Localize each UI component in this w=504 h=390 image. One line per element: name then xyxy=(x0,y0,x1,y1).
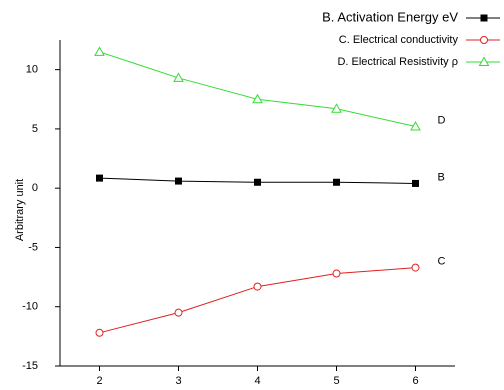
marker xyxy=(410,121,421,131)
series-end-label: C xyxy=(438,256,446,268)
marker xyxy=(174,308,183,317)
x-tick-label: 5 xyxy=(333,375,339,387)
legend-label: B. Activation Energy eV xyxy=(322,9,458,24)
marker xyxy=(95,328,104,337)
marker xyxy=(96,174,103,182)
marker xyxy=(411,263,420,272)
marker xyxy=(175,177,182,185)
y-axis-label: Arbitrary unit xyxy=(14,179,26,241)
marker xyxy=(333,178,340,186)
y-tick-label: 5 xyxy=(32,123,38,135)
marker xyxy=(478,56,490,66)
marker xyxy=(253,282,262,291)
legend-label: C. Electrical conductivity xyxy=(339,34,459,46)
x-tick-label: 6 xyxy=(412,375,418,387)
series-line xyxy=(99,267,416,334)
x-tick-label: 2 xyxy=(96,375,102,387)
marker xyxy=(254,178,261,186)
x-tick-label: 3 xyxy=(175,375,181,387)
legend-label: D. Electrical Resistivity ρ xyxy=(337,56,458,68)
marker xyxy=(173,72,184,82)
marker xyxy=(480,14,488,22)
marker xyxy=(331,103,342,113)
series-end-label: D xyxy=(438,114,446,126)
marker xyxy=(94,46,105,56)
y-tick-label: -5 xyxy=(28,241,38,253)
series-end-label: B xyxy=(438,171,445,183)
y-tick-label: -10 xyxy=(22,301,38,313)
y-tick-label: 0 xyxy=(32,182,38,194)
marker xyxy=(412,179,419,187)
marker xyxy=(332,269,341,278)
marker xyxy=(480,36,488,44)
marker xyxy=(252,93,263,104)
y-tick-label: -15 xyxy=(22,360,38,372)
y-tick-label: 10 xyxy=(26,64,38,76)
x-tick-label: 4 xyxy=(254,375,260,387)
